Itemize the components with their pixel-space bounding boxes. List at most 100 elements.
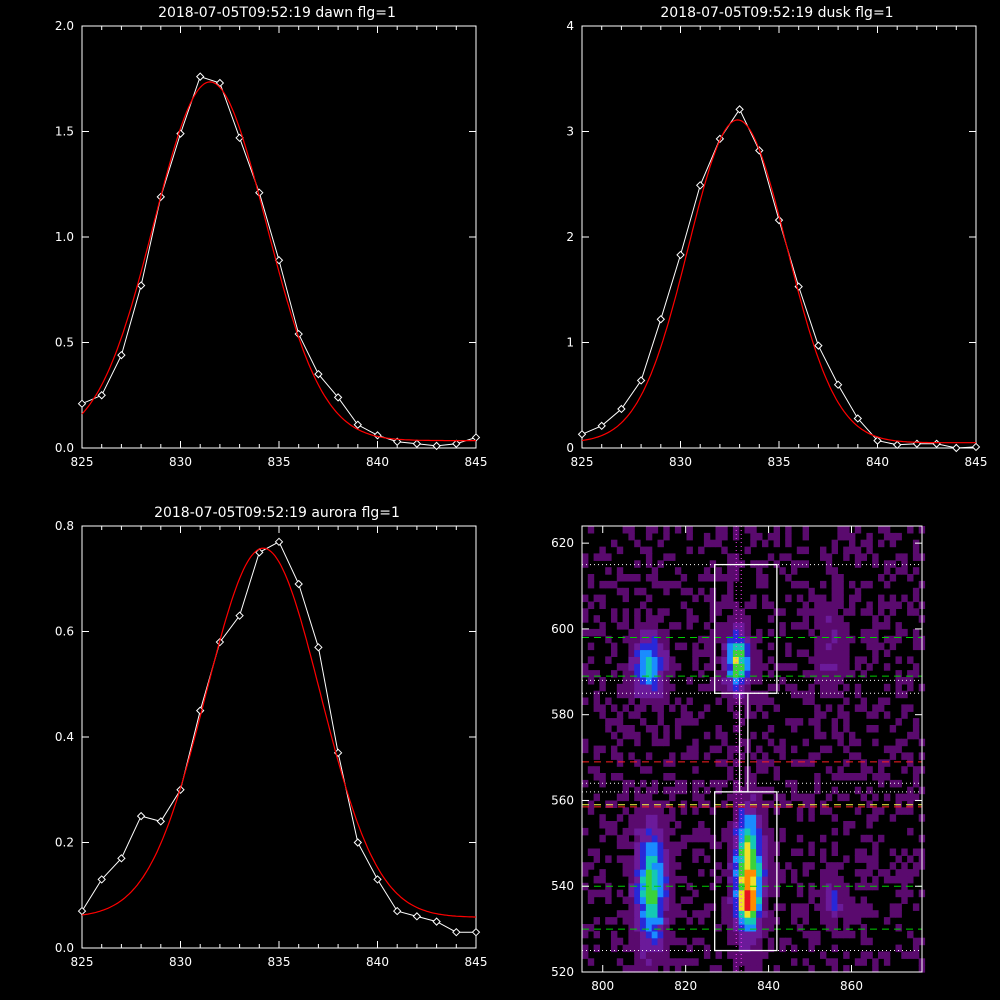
panel-3-pixel <box>825 663 833 671</box>
panel-3-pixel <box>605 855 612 863</box>
panel-3-pixel <box>825 642 833 651</box>
panel-3-pixel <box>814 677 821 685</box>
panel-3-pixel <box>750 752 757 760</box>
panel-0-data-point <box>274 256 284 265</box>
panel-3-pixel <box>663 903 670 911</box>
panel-3-pixel <box>680 704 688 712</box>
panel-3-pixel <box>727 587 734 596</box>
panel-3-pixel <box>732 683 740 692</box>
panel-3-pixel <box>622 944 629 953</box>
panel-3-pixel <box>866 711 873 719</box>
panel-3-pixel <box>674 875 682 884</box>
panel-3-pixel <box>651 786 659 795</box>
panel-3-pixel <box>727 601 734 609</box>
panel-3-pixel <box>640 841 647 850</box>
panel-3-pixel <box>582 944 589 953</box>
panel-3-pixel <box>866 786 873 795</box>
panel-3-pixel <box>645 628 653 637</box>
panel-3-pixel <box>721 690 728 699</box>
panel-3-pixel <box>611 615 618 623</box>
panel-3-pixel <box>651 869 659 877</box>
panel-3-pixel <box>912 587 920 596</box>
panel-3-pixel <box>698 683 705 692</box>
panel-3-pixel <box>860 937 867 946</box>
panel-3-pixel <box>680 841 688 850</box>
panel-3-pixel <box>738 814 746 822</box>
panel-3-pixel <box>831 683 838 692</box>
panel-3-pixel <box>820 711 827 719</box>
panel-3-pixel <box>709 807 717 815</box>
panel-3-pixel <box>814 594 821 603</box>
panel-3-pixel <box>651 821 659 829</box>
panel-3-pixel <box>912 567 920 575</box>
panel-3-pixel <box>814 731 821 740</box>
panel-3-pixel <box>657 917 664 925</box>
panel-3-pixel <box>785 937 792 946</box>
panel-3-pixel <box>756 574 763 582</box>
panel-3-pixel <box>866 725 873 733</box>
panel-3-pixel <box>732 855 740 863</box>
panel-3-pixel <box>767 628 775 637</box>
panel-3-pixel <box>628 910 635 918</box>
panel-3-pixel <box>767 855 775 863</box>
panel-3-pixel <box>669 937 676 946</box>
panel-3-pixel <box>756 766 763 774</box>
panel-3-pixel <box>587 889 595 898</box>
panel-2-fit-curve <box>81 547 476 918</box>
panel-3-pixel <box>587 642 595 651</box>
panel-3-pixel <box>640 663 647 671</box>
panel-3-pixel <box>663 834 670 843</box>
panel-3-pixel <box>825 910 833 918</box>
panel-3-pixel <box>866 766 873 774</box>
panel-3-pixel <box>669 580 676 589</box>
panel-3-pixel <box>872 773 879 781</box>
panel-3-pixel <box>686 752 693 760</box>
panel-3-pixel <box>628 841 635 850</box>
panel-3-pixel <box>651 930 659 939</box>
panel-3-pixel <box>727 766 734 774</box>
panel-3-pixel <box>785 663 792 671</box>
panel-3-pixel <box>883 869 891 877</box>
panel-3-pixel <box>762 910 769 918</box>
panel-3-pixel <box>779 745 786 754</box>
panel-3-pixel <box>878 807 885 815</box>
panel-3-pixel <box>651 903 659 911</box>
panel-3-pixel <box>738 848 746 856</box>
panel-3-pixel <box>582 615 589 623</box>
panel-3-pixel <box>582 827 589 836</box>
panel-3-pixel <box>651 663 659 671</box>
panel-3-pixel <box>622 855 629 863</box>
panel-3-pixel <box>860 635 867 644</box>
panel-3-pixel <box>854 869 862 877</box>
panel-3-pixel <box>709 539 717 548</box>
panel-3-pixel <box>825 628 833 637</box>
panel-3-pixel <box>825 958 833 966</box>
panel-3-pixel <box>802 910 809 918</box>
panel-3-pixel <box>674 567 682 575</box>
panel-3-pixel <box>843 635 850 644</box>
panel-3-pixel <box>622 917 629 925</box>
panel-3-pixel <box>831 601 838 609</box>
panel-3-pixel <box>756 677 763 685</box>
panel-3-pixel <box>831 594 838 603</box>
panel-3-xtick-label: 820 <box>674 979 697 993</box>
panel-3-pixel <box>756 635 763 644</box>
panel-3-pixel <box>831 580 838 589</box>
panel-3-pixel <box>843 697 850 705</box>
panel-3-pixel <box>709 834 717 843</box>
panel-3-pixel <box>779 752 786 760</box>
panel-3-pixel <box>860 875 867 884</box>
panel-3-pixel <box>796 759 804 767</box>
panel-3-pixel <box>866 635 873 644</box>
panel-3-pixel <box>831 608 838 616</box>
panel-3-pixel <box>680 910 688 918</box>
panel-3-pixel <box>802 622 809 630</box>
panel-3-pixel <box>645 532 653 541</box>
panel-3-pixel <box>785 683 792 692</box>
panel-3-pixel <box>831 944 838 953</box>
panel-3-pixel <box>738 649 746 657</box>
panel-3-pixel <box>674 642 682 651</box>
panel-3-pixel <box>599 834 606 843</box>
panel-3-pixel <box>866 937 873 946</box>
